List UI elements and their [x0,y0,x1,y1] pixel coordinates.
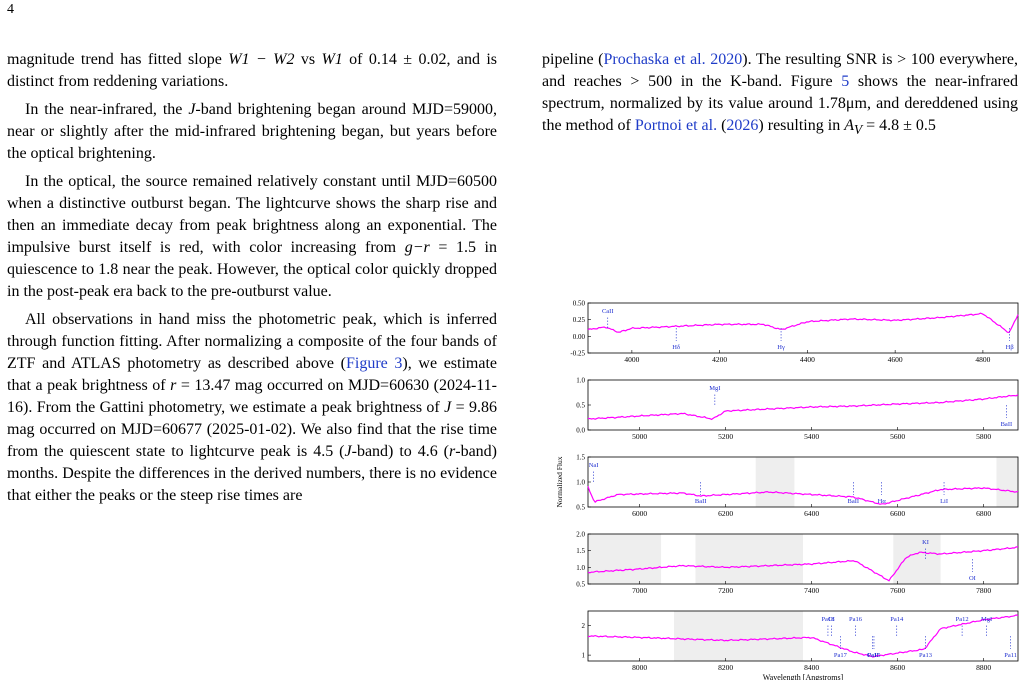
x-tick-label: 4400 [800,355,815,364]
y-tick-label: 0.50 [573,300,586,308]
page-number: 4 [7,2,14,17]
panel-frame-1 [587,302,1019,354]
x-tick-label: 4200 [712,355,727,364]
y-tick-label: 1.5 [576,547,585,555]
line-label: CaII [867,652,879,659]
line-label: Hδ [672,344,680,351]
line-label: Pa15 [867,652,880,659]
line-label: BaII [848,498,860,505]
line-label: Pa14 [890,616,904,623]
line-label: CaII [602,308,614,315]
spectrum-line-5 [587,614,1019,658]
y-tick-label: 0.5 [576,581,585,589]
y-tick-label: -0.25 [570,350,585,358]
x-tick-label: 7800 [976,586,991,595]
x-tick-label: 6000 [632,509,647,518]
x-tick-label: 6600 [890,509,905,518]
x-tick-label: 8800 [976,663,991,672]
telluric-band-5-0 [674,611,803,661]
y-tick-label: 0.0 [576,427,585,435]
y-tick-label: 1.0 [576,377,585,385]
x-tick-label: 8200 [718,663,733,672]
line-label: MgI [709,385,720,392]
spectrum-line-3 [587,486,1019,505]
line-label: Pa12 [956,616,969,623]
left-column: magnitude trend has fitted slope W1 − W2… [7,49,497,507]
right-column: pipeline (Prochaska et al. 2020). The re… [542,49,1018,141]
x-tick-label: 8000 [632,663,647,672]
citation-prochaska-link[interactable]: Prochaska et al. 2020 [603,51,743,68]
y-tick-label: 1.0 [576,479,585,487]
citation-portnoi-year-link[interactable]: 2026 [726,117,759,134]
x-tick-label: 5600 [890,432,905,441]
x-tick-label: 5800 [976,432,991,441]
telluric-band-3-0 [755,457,795,507]
y-tick-label: 1.5 [576,454,585,462]
line-label: NaI [589,462,599,469]
line-label: BaII [1001,421,1013,428]
x-tick-label: 6200 [718,509,733,518]
y-tick-label: 1.0 [576,564,585,572]
x-tick-label: 8400 [804,663,819,672]
x-tick-label: 7000 [632,586,647,595]
paragraph-3: In the optical, the source remained rela… [7,173,497,300]
y-tick-label: 1 [582,652,586,660]
x-tick-label: 7200 [718,586,733,595]
paragraph-1: magnitude trend has fitted slope W1 − W2… [7,51,498,90]
x-tick-label: 4000 [624,355,639,364]
y-tick-label: 0.5 [576,504,585,512]
panel-frame-4 [587,533,1019,585]
panel-frame-3 [587,456,1019,508]
y-tick-label: 2 [582,622,586,630]
spectrum-line-4 [587,546,1019,582]
line-label: Pa17 [834,652,848,659]
x-tick-label: 4800 [975,355,990,364]
paragraph-5: pipeline (Prochaska et al. 2020). The re… [542,51,1018,138]
x-tick-label: 6800 [976,509,991,518]
x-tick-label: 4600 [888,355,903,364]
x-tick-label: 5000 [632,432,647,441]
paragraph-4: All observations in hand miss the photom… [7,311,498,504]
x-tick-label: 7400 [804,586,819,595]
spectrum-figure: 4000 4200 4400 4600 4800 -0.25 0.00 0.25 0.50 CaI… [548,300,1028,682]
line-label: OI [828,616,835,623]
panel-frame-2 [587,379,1019,431]
line-label: BaII [695,498,707,505]
spectrum-figure-svg: 4000 4200 4400 4600 4800 -0.25 0.00 0.25 0.50 CaI… [555,300,1019,682]
line-label: Pa18 [821,616,834,623]
line-label: OI [969,575,976,582]
x-tick-label: 8600 [890,663,905,672]
line-label: Pa16 [849,616,863,623]
y-tick-label: 0.5 [576,402,585,410]
line-label: KI [922,539,929,546]
figure-5-link[interactable]: 5 [841,73,850,90]
x-tick-label: 6400 [804,509,819,518]
telluric-band-4-2 [893,534,941,584]
x-tick-label: 7600 [890,586,905,595]
spectrum-line-1 [587,312,1019,334]
line-label: MgI [981,616,992,623]
telluric-band-3-1 [996,457,1018,507]
y-tick-label: 2.0 [576,531,585,539]
line-label: Pa13 [919,652,932,659]
x-axis-label: Wavelength [Angstroms] [763,673,844,680]
citation-portnoi-link[interactable]: Portnoi et al. [634,117,718,134]
line-label: Hβ [1006,344,1015,351]
paragraph-2: In the near-infrared, the J-band brighte… [7,101,497,162]
line-label: Hγ [777,344,785,351]
line-label: Hα [878,498,887,505]
telluric-band-4-1 [695,534,803,584]
line-label: LiI [940,498,948,505]
y-axis-label: Normalized Flux [555,456,564,507]
y-tick-label: 0.00 [573,333,586,341]
telluric-band-4-0 [588,534,662,584]
x-tick-label: 5200 [718,432,733,441]
line-label: Pa11 [1004,652,1017,659]
x-tick-label: 5400 [804,432,819,441]
figure-3-link[interactable]: Figure 3 [345,355,403,372]
y-tick-label: 0.25 [573,316,586,324]
spectrum-line-2 [587,394,1019,421]
